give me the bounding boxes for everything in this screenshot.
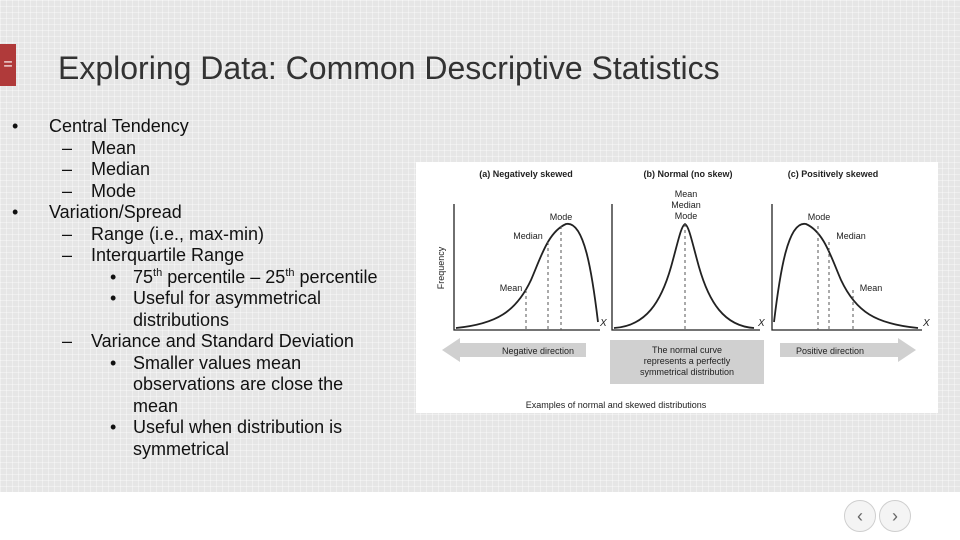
panel-a-mode-label: Mode — [550, 212, 573, 222]
y-axis-label: Frequency — [436, 246, 446, 289]
panel-b-mode-label: Mode — [675, 211, 698, 221]
distribution-diagram: (a) Negatively skewed (b) Normal (no ske… — [436, 169, 930, 410]
chevron-right-icon: › — [892, 506, 898, 526]
chevron-left-icon: ‹ — [857, 506, 863, 526]
panel-c-title: (c) Positively skewed — [788, 169, 879, 179]
panel-a-curve — [455, 223, 599, 329]
figure-caption: Examples of normal and skewed distributi… — [526, 400, 707, 410]
panel-a-axes — [453, 204, 600, 331]
negative-direction-arrow — [442, 338, 586, 362]
hamburger-icon: = — [3, 56, 13, 73]
normal-box-line3: symmetrical distribution — [640, 367, 734, 377]
panel-c-median-label: Median — [836, 231, 866, 241]
panel-c-mode-label: Mode — [808, 212, 831, 222]
panel-b-curve — [613, 222, 755, 329]
slide-title: Exploring Data: Common Descriptive Stati… — [58, 50, 720, 86]
positive-direction-label: Positive direction — [796, 346, 864, 356]
panel-b-axes — [611, 204, 760, 331]
normal-curve-box — [610, 340, 764, 384]
panel-b-median-label: Median — [671, 200, 701, 210]
menu-button[interactable]: = — [0, 44, 16, 86]
panel-b-x-label: X — [757, 318, 765, 329]
slide: = Exploring Data: Common Descriptive Sta… — [0, 0, 960, 492]
normal-box-line2: represents a perfectly — [644, 356, 731, 366]
panel-c-mean-label: Mean — [860, 283, 883, 293]
panel-a-x-label: X — [599, 318, 607, 329]
panel-c-x-label: X — [922, 318, 930, 329]
positive-direction-arrow — [780, 338, 916, 362]
percentile-text: 75th percentile – 25th percentile — [133, 266, 378, 287]
negative-direction-label: Negative direction — [502, 346, 574, 356]
panel-a-mean-label: Mean — [500, 283, 523, 293]
normal-box-line1: The normal curve — [652, 345, 722, 355]
panel-c-curve — [773, 223, 919, 329]
next-slide-button[interactable]: › — [879, 500, 911, 532]
panel-a-title: (a) Negatively skewed — [479, 169, 573, 179]
skew-distribution-figure: (a) Negatively skewed (b) Normal (no ske… — [416, 162, 938, 413]
panel-b-mean-label: Mean — [675, 189, 698, 199]
prev-slide-button[interactable]: ‹ — [844, 500, 876, 532]
panel-a-median-label: Median — [513, 231, 543, 241]
panel-b-title: (b) Normal (no skew) — [643, 169, 732, 179]
panel-c-axes — [771, 204, 922, 331]
